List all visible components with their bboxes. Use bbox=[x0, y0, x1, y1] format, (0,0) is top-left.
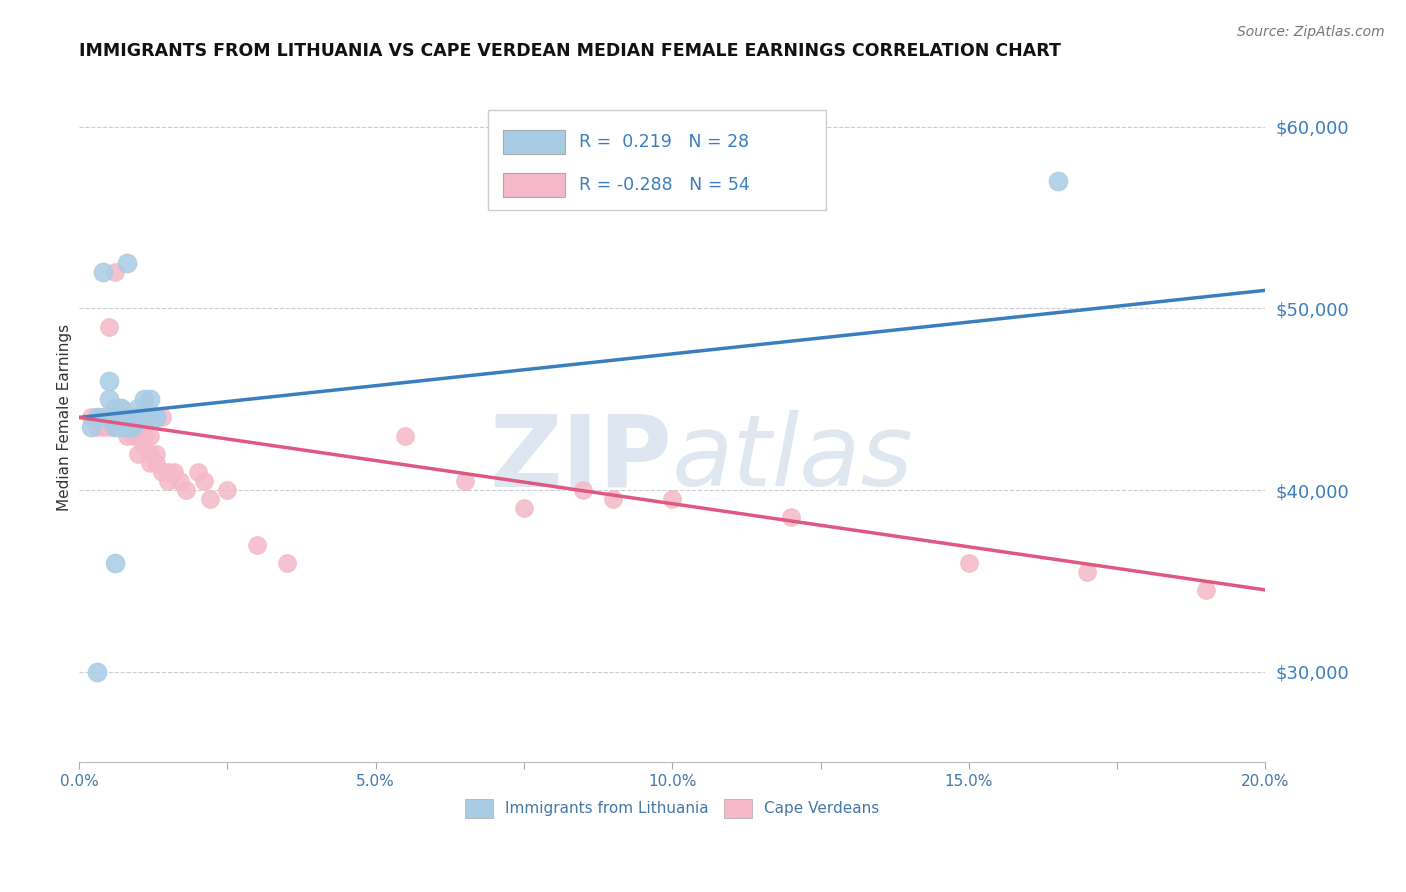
Point bbox=[127, 447, 149, 461]
Point bbox=[97, 374, 120, 388]
Point bbox=[779, 510, 801, 524]
Point bbox=[145, 410, 167, 425]
Point bbox=[80, 410, 103, 425]
Point bbox=[86, 410, 108, 425]
Point bbox=[121, 410, 143, 425]
Point bbox=[174, 483, 197, 497]
Point bbox=[86, 419, 108, 434]
Text: IMMIGRANTS FROM LITHUANIA VS CAPE VERDEAN MEDIAN FEMALE EARNINGS CORRELATION CHA: IMMIGRANTS FROM LITHUANIA VS CAPE VERDEA… bbox=[79, 42, 1062, 60]
Point bbox=[1076, 565, 1098, 579]
Point bbox=[91, 419, 114, 434]
Point bbox=[134, 428, 156, 442]
Point bbox=[97, 410, 120, 425]
Legend: Immigrants from Lithuania, Cape Verdeans: Immigrants from Lithuania, Cape Verdeans bbox=[460, 793, 886, 824]
Point bbox=[276, 556, 298, 570]
Point bbox=[246, 537, 269, 551]
Point bbox=[134, 419, 156, 434]
Point bbox=[86, 665, 108, 679]
Point bbox=[145, 410, 167, 425]
Point bbox=[104, 419, 127, 434]
Point bbox=[104, 419, 127, 434]
Point bbox=[97, 410, 120, 425]
Point bbox=[115, 419, 138, 434]
Point bbox=[86, 410, 108, 425]
Point bbox=[121, 428, 143, 442]
Point bbox=[1046, 174, 1069, 188]
Point bbox=[115, 428, 138, 442]
Point bbox=[163, 465, 186, 479]
Point bbox=[110, 419, 132, 434]
Point bbox=[110, 410, 132, 425]
Point bbox=[121, 419, 143, 434]
Point bbox=[150, 465, 173, 479]
Point bbox=[91, 265, 114, 279]
Point bbox=[97, 392, 120, 407]
Point bbox=[217, 483, 239, 497]
Point bbox=[957, 556, 980, 570]
FancyBboxPatch shape bbox=[502, 130, 565, 154]
Text: ZIP: ZIP bbox=[489, 410, 672, 508]
Point bbox=[661, 492, 683, 507]
Point bbox=[110, 410, 132, 425]
Point bbox=[513, 501, 536, 516]
Point bbox=[150, 410, 173, 425]
Point bbox=[145, 456, 167, 470]
Point bbox=[121, 419, 143, 434]
Point bbox=[97, 319, 120, 334]
Point bbox=[157, 474, 180, 488]
Point bbox=[91, 410, 114, 425]
Point bbox=[134, 438, 156, 452]
Point bbox=[139, 392, 162, 407]
FancyBboxPatch shape bbox=[488, 111, 827, 211]
Point bbox=[193, 474, 215, 488]
Point bbox=[602, 492, 624, 507]
FancyBboxPatch shape bbox=[502, 173, 565, 197]
Text: R = -0.288   N = 54: R = -0.288 N = 54 bbox=[579, 177, 749, 194]
Point bbox=[127, 410, 149, 425]
Point bbox=[115, 410, 138, 425]
Text: R =  0.219   N = 28: R = 0.219 N = 28 bbox=[579, 134, 749, 152]
Text: Source: ZipAtlas.com: Source: ZipAtlas.com bbox=[1237, 25, 1385, 39]
Point bbox=[104, 410, 127, 425]
Point bbox=[115, 410, 138, 425]
Point bbox=[139, 456, 162, 470]
Point bbox=[127, 410, 149, 425]
Point bbox=[127, 428, 149, 442]
Point bbox=[453, 474, 475, 488]
Point bbox=[104, 556, 127, 570]
Point bbox=[97, 419, 120, 434]
Point bbox=[134, 410, 156, 425]
Point bbox=[139, 428, 162, 442]
Point bbox=[187, 465, 209, 479]
Point bbox=[157, 465, 180, 479]
Point bbox=[572, 483, 595, 497]
Point bbox=[115, 419, 138, 434]
Point bbox=[115, 256, 138, 270]
Point bbox=[104, 410, 127, 425]
Point bbox=[80, 419, 103, 434]
Point bbox=[104, 265, 127, 279]
Point bbox=[127, 401, 149, 416]
Point bbox=[394, 428, 416, 442]
Point bbox=[110, 419, 132, 434]
Y-axis label: Median Female Earnings: Median Female Earnings bbox=[58, 324, 72, 511]
Point bbox=[1195, 582, 1218, 597]
Point bbox=[110, 401, 132, 416]
Point bbox=[198, 492, 221, 507]
Point bbox=[145, 447, 167, 461]
Text: atlas: atlas bbox=[672, 410, 914, 508]
Point bbox=[104, 401, 127, 416]
Point bbox=[139, 447, 162, 461]
Point bbox=[110, 401, 132, 416]
Point bbox=[169, 474, 191, 488]
Point bbox=[121, 410, 143, 425]
Point bbox=[91, 410, 114, 425]
Point bbox=[134, 392, 156, 407]
